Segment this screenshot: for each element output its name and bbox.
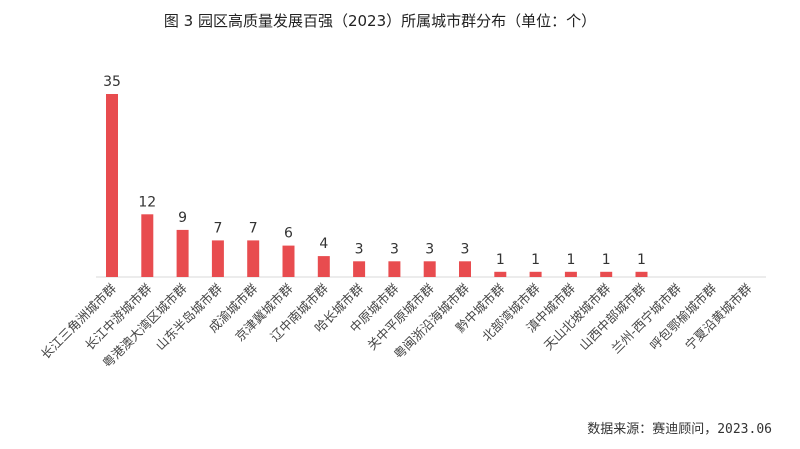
bar-value-label: 6: [284, 226, 293, 242]
bar: [494, 271, 507, 277]
bar: [141, 214, 154, 277]
bar-value-label: 1: [531, 252, 540, 268]
bar: [317, 256, 330, 277]
bar: [635, 271, 648, 277]
bar: [247, 240, 260, 277]
bar-value-label: 1: [602, 252, 611, 268]
category-labels-group: 长江三角洲城市群长江中游城市群粤港澳大湾区城市群山东半岛城市群成渝城市群京津冀城…: [38, 280, 755, 371]
bar: [282, 245, 295, 277]
bar-value-label: 1: [637, 252, 646, 268]
bar-value-label: 7: [213, 220, 222, 236]
bars-group: [106, 94, 648, 277]
bar: [529, 271, 542, 277]
bar: [423, 261, 436, 277]
source-note: 数据来源：赛迪顾问，2023.06: [587, 422, 772, 437]
bar-value-label: 1: [496, 252, 505, 268]
bar-value-label: 9: [178, 210, 187, 226]
bar-value-label: 3: [425, 241, 434, 257]
bar-value-label: 35: [103, 74, 121, 90]
bar-value-label: 3: [461, 241, 470, 257]
value-labels-group: 35 12 9 7 7 6 4 3 3 3 3 1 1 1 1 1: [103, 74, 646, 268]
bar-value-label: 12: [138, 194, 156, 210]
bar: [388, 261, 401, 277]
bar-value-label: 4: [319, 236, 328, 252]
bar: [106, 94, 118, 277]
chart-title: 图 3 园区高质量发展百强（2023）所属城市群分布（单位：个）: [163, 12, 597, 30]
bar-value-label: 1: [566, 252, 575, 268]
bar: [564, 271, 577, 277]
bar: [353, 261, 366, 277]
bar: [459, 261, 471, 277]
bar: [600, 271, 613, 277]
bar-value-label: 7: [249, 220, 258, 236]
bar-value-label: 3: [390, 241, 399, 257]
bar: [211, 240, 224, 277]
bar-value-label: 3: [355, 241, 364, 257]
bar: [176, 229, 189, 277]
